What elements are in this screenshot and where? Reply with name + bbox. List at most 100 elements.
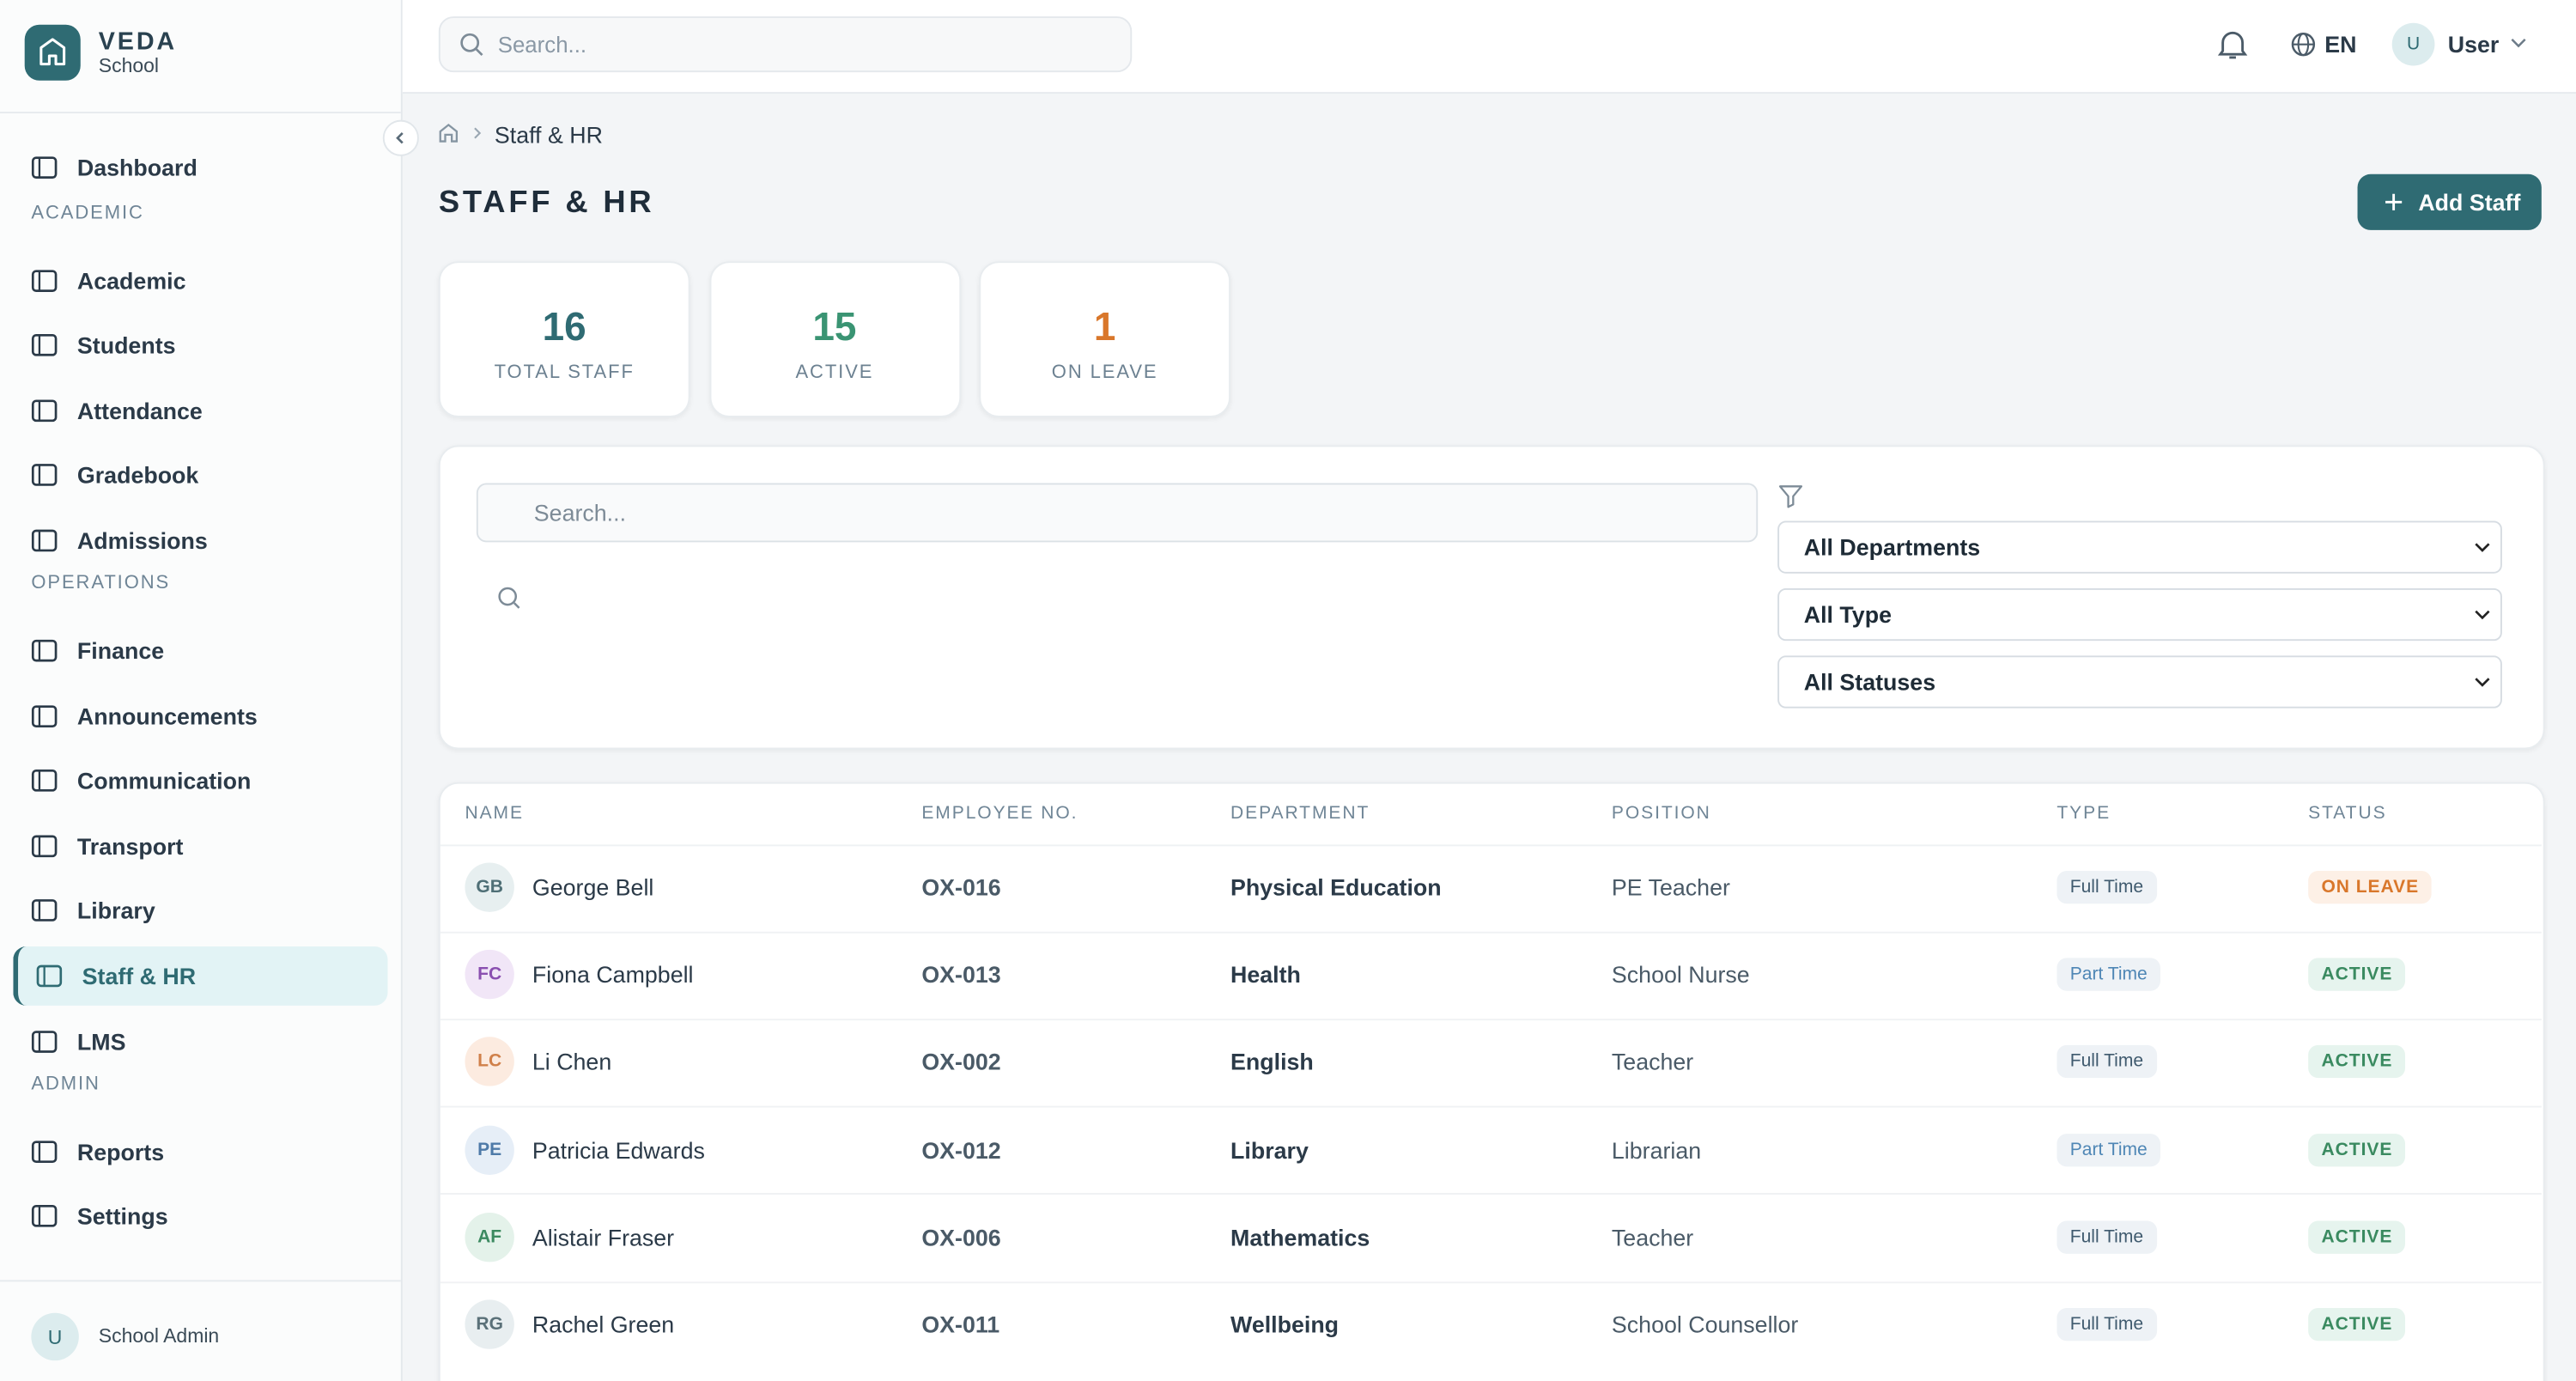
position: School Counsellor bbox=[1611, 1311, 1799, 1338]
employee-no: OX-002 bbox=[921, 1049, 1001, 1076]
search-placeholder: Search... bbox=[497, 32, 587, 58]
nav-item[interactable]: Announcements bbox=[13, 686, 387, 745]
employee-no: OX-012 bbox=[921, 1136, 1001, 1163]
position: Teacher bbox=[1611, 1223, 1694, 1250]
user-avatar[interactable]: U bbox=[2391, 22, 2435, 66]
nav-item[interactable]: Admissions bbox=[13, 511, 387, 570]
select-value: All Departments bbox=[1803, 533, 1981, 561]
divider bbox=[0, 112, 401, 114]
nav-item[interactable]: Academic bbox=[13, 251, 387, 310]
nav-label: Announcements bbox=[76, 703, 258, 729]
brand-name: VEDA bbox=[98, 27, 178, 57]
nav-item[interactable]: Reports bbox=[13, 1122, 387, 1181]
nav-label: Admissions bbox=[76, 527, 208, 554]
row-divider bbox=[440, 1105, 2542, 1108]
breadcrumb-separator bbox=[474, 127, 482, 139]
footer-user[interactable]: School Admin bbox=[98, 1324, 220, 1348]
nav-item[interactable]: Dashboard bbox=[13, 138, 387, 198]
add-staff-button[interactable]: Add Staff bbox=[2357, 173, 2542, 230]
nav-label: Library bbox=[76, 897, 155, 925]
stat-value: 16 bbox=[542, 305, 586, 350]
department-select[interactable]: All Departments bbox=[1777, 520, 2502, 574]
nav-label: LMS bbox=[76, 1027, 126, 1055]
nav-label: Gradebook bbox=[76, 462, 199, 489]
column-header: DEPARTMENT bbox=[1230, 803, 1370, 824]
nav-item[interactable]: LMS bbox=[13, 1012, 387, 1071]
column-header: STATUS bbox=[2308, 803, 2387, 824]
stat-label: ON LEAVE bbox=[1051, 362, 1158, 383]
status-badge: ACTIVE bbox=[2308, 958, 2406, 992]
nav-section: OPERATIONS bbox=[31, 573, 171, 593]
stat-card: 1 ON LEAVE bbox=[979, 261, 1231, 417]
avatar: GB bbox=[465, 862, 514, 912]
avatar: LC bbox=[465, 1037, 514, 1087]
nav-label: Communication bbox=[76, 767, 252, 794]
row-divider bbox=[440, 1281, 2542, 1283]
select-value: All Statuses bbox=[1803, 668, 1936, 696]
type-select[interactable]: All Type bbox=[1777, 587, 2502, 642]
staff-name[interactable]: George Bell bbox=[532, 873, 654, 901]
filter-icon bbox=[1778, 485, 1803, 508]
position: Librarian bbox=[1611, 1136, 1702, 1163]
stat-label: ACTIVE bbox=[795, 362, 874, 383]
avatar: PE bbox=[465, 1124, 514, 1175]
staff-name[interactable]: Patricia Edwards bbox=[532, 1136, 705, 1163]
row-divider bbox=[440, 1193, 2542, 1195]
collapse-button[interactable] bbox=[382, 119, 419, 156]
divider bbox=[440, 844, 2542, 847]
nav-item[interactable]: Finance bbox=[13, 621, 387, 680]
column-header: POSITION bbox=[1611, 803, 1711, 824]
logo[interactable] bbox=[24, 24, 81, 81]
department: Wellbeing bbox=[1230, 1311, 1340, 1338]
type-badge: Full Time bbox=[2057, 1045, 2157, 1079]
nav-item[interactable]: Communication bbox=[13, 751, 387, 811]
staff-name[interactable]: Li Chen bbox=[532, 1049, 612, 1076]
filter-search[interactable]: Search... bbox=[476, 483, 1759, 543]
department: Physical Education bbox=[1230, 873, 1442, 901]
nav-label: Students bbox=[76, 332, 176, 359]
department: Mathematics bbox=[1230, 1223, 1370, 1250]
status-select[interactable]: All Statuses bbox=[1777, 655, 2502, 709]
department: Health bbox=[1230, 961, 1301, 989]
brand-subtitle: School bbox=[98, 54, 160, 77]
nav-item[interactable]: Attendance bbox=[13, 380, 387, 440]
top-search[interactable]: Search... bbox=[438, 16, 1133, 73]
select-value: All Type bbox=[1803, 601, 1892, 628]
nav-item[interactable]: Settings bbox=[13, 1187, 387, 1246]
search-icon bbox=[498, 587, 520, 609]
status-badge: ON LEAVE bbox=[2308, 871, 2433, 904]
nav-label: Attendance bbox=[76, 397, 203, 424]
footer-avatar: U bbox=[31, 1312, 79, 1361]
type-badge: Full Time bbox=[2057, 1220, 2157, 1254]
nav-item[interactable]: Transport bbox=[13, 817, 387, 876]
user-name[interactable]: User bbox=[2447, 31, 2500, 58]
status-badge: ACTIVE bbox=[2308, 1045, 2406, 1079]
globe-icon[interactable] bbox=[2290, 31, 2317, 58]
employee-no: OX-006 bbox=[921, 1223, 1001, 1250]
sidebar: VEDA School U School Admin bbox=[0, 0, 419, 1381]
nav-label: Reports bbox=[76, 1138, 165, 1165]
staff-name[interactable]: Alistair Fraser bbox=[532, 1223, 675, 1250]
staff-name[interactable]: Fiona Campbell bbox=[532, 961, 694, 989]
stat-card: 15 ACTIVE bbox=[708, 261, 961, 417]
divider bbox=[0, 1280, 401, 1282]
nav-item[interactable]: Library bbox=[13, 881, 387, 940]
column-header: TYPE bbox=[2057, 803, 2111, 824]
position: School Nurse bbox=[1611, 961, 1750, 989]
position: Teacher bbox=[1611, 1049, 1694, 1076]
page-title: STAFF & HR bbox=[438, 186, 655, 221]
home-icon[interactable] bbox=[437, 122, 460, 145]
department: English bbox=[1230, 1049, 1314, 1076]
staff-name[interactable]: Rachel Green bbox=[532, 1311, 675, 1338]
bell-icon[interactable] bbox=[2217, 28, 2248, 61]
chevron bbox=[2511, 39, 2526, 48]
staff-table bbox=[438, 782, 2545, 1381]
type-badge: Full Time bbox=[2057, 871, 2157, 904]
language[interactable]: EN bbox=[2324, 31, 2357, 58]
nav-item[interactable]: Students bbox=[13, 316, 387, 375]
nav-label: Settings bbox=[76, 1202, 168, 1230]
row-divider bbox=[440, 1019, 2542, 1020]
nav-item[interactable]: Gradebook bbox=[13, 446, 387, 505]
nav-item[interactable]: Staff & HR bbox=[13, 946, 388, 1006]
